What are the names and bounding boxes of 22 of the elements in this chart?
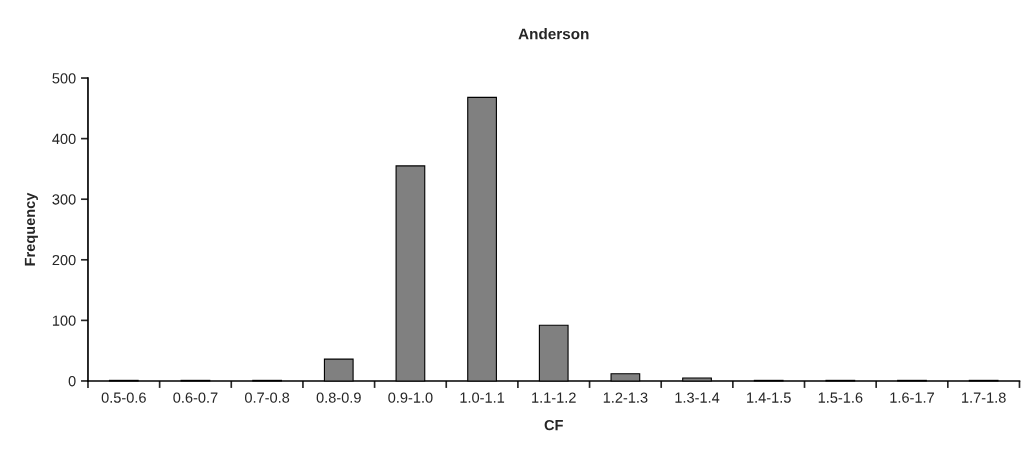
x-tick-label: 0.6-0.7 bbox=[173, 392, 218, 403]
y-tick-label: 200 bbox=[52, 254, 76, 266]
x-tick-label: 1.7-1.8 bbox=[962, 392, 1006, 403]
x-tick-label: 1.4-1.5 bbox=[747, 392, 791, 403]
y-tick-label: 0 bbox=[68, 376, 76, 387]
y-tick-label: 500 bbox=[52, 73, 76, 84]
x-tick-label: 1.1-1.2 bbox=[532, 392, 576, 403]
y-tick-label: 300 bbox=[52, 194, 76, 205]
x-tick-label: 1.3-1.4 bbox=[675, 392, 720, 403]
x-tick-label: 0.9-1.0 bbox=[388, 392, 433, 403]
y-tick-label: 100 bbox=[52, 315, 76, 326]
x-tick-label: 0.5-0.6 bbox=[101, 392, 146, 403]
x-tick-label: 1.0-1.1 bbox=[460, 392, 505, 403]
x-axis-title: CF bbox=[544, 419, 563, 431]
x-tick-label: 0.8-0.9 bbox=[316, 392, 361, 403]
y-axis-title: Frequency bbox=[24, 192, 38, 266]
x-tick-label: 1.6-1.7 bbox=[890, 392, 934, 403]
y-tick-label: 400 bbox=[52, 133, 76, 145]
x-tick-label: 0.7-0.8 bbox=[244, 392, 290, 403]
x-tick-label: 1.5-1.6 bbox=[818, 392, 863, 403]
x-tick-label: 1.2-1.3 bbox=[603, 392, 648, 403]
chart-title: Anderson bbox=[518, 28, 589, 40]
